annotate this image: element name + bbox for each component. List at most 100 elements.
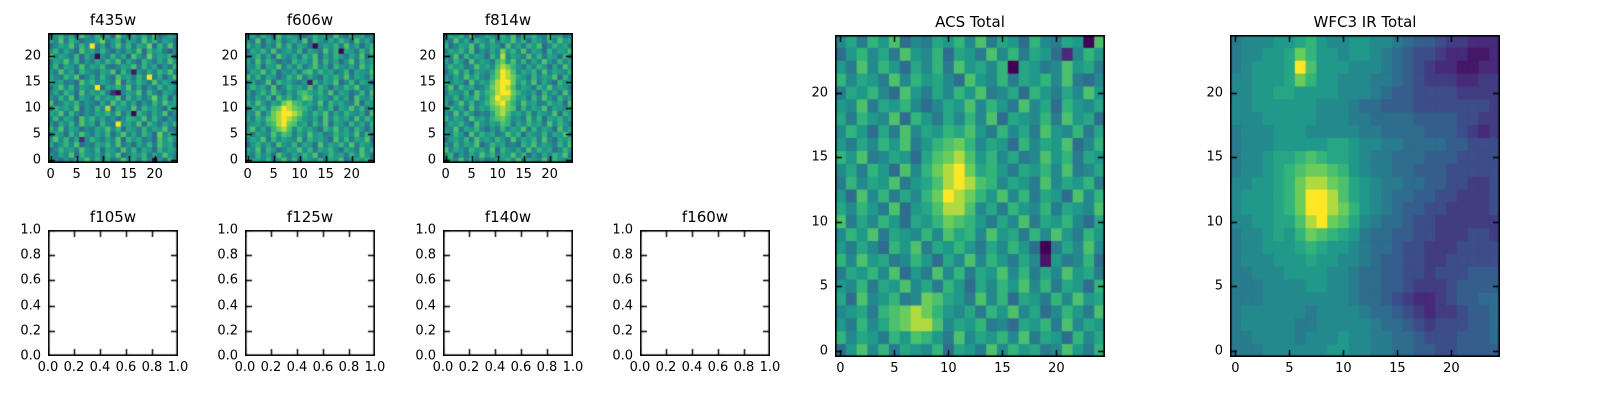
tick-label: 0 — [441, 167, 450, 182]
tick-label: 20 — [1206, 85, 1223, 101]
tick-label: 0 — [1214, 343, 1223, 359]
tick-label: 20 — [1443, 361, 1460, 376]
tick-label: 0.8 — [733, 360, 755, 375]
panel-title-f105w: f105w — [89, 207, 137, 226]
tick-label: 1.0 — [364, 360, 386, 375]
panel-title-f606w: f606w — [286, 10, 334, 29]
tick-label: 5 — [819, 278, 828, 294]
tick-label: 0.0 — [612, 348, 633, 364]
heatmap-acs-total — [835, 35, 1105, 357]
tick-label: 0.0 — [234, 360, 256, 375]
tick-label: 5 — [1285, 361, 1294, 376]
tick-label: 15 — [1389, 361, 1406, 376]
tick-label: 0.2 — [20, 323, 41, 339]
tick-label: 15 — [994, 361, 1011, 376]
tick-label: 5 — [32, 126, 41, 142]
tick-label: 0.0 — [20, 348, 41, 364]
tick-label: 0.4 — [217, 298, 238, 314]
tick-label: 5 — [269, 167, 278, 182]
tick-label: 0.4 — [20, 298, 41, 314]
tick-label: 0.8 — [536, 360, 558, 375]
tick-label: 0.2 — [260, 360, 282, 375]
heatmap-f435w — [48, 33, 178, 163]
panel-f125w: f125w 0.0 0.2 0.4 0.6 0.8 1.0 0.0 0.2 0.4 0.6 0.8 1… — [217, 208, 385, 374]
tick-label: 0 — [243, 167, 252, 182]
tick-label: 5 — [890, 361, 899, 376]
tick-label: 0 — [229, 152, 238, 168]
tick-label: 10 — [811, 214, 828, 230]
panel-f814w: f814w 0 5 10 15 20 0 5 10 15 20 — [419, 11, 573, 181]
tick-label: 20 — [419, 48, 436, 64]
tick-label: 0.2 — [655, 360, 677, 375]
tick-label: 1.0 — [759, 360, 781, 375]
empty-axes-f160w — [640, 230, 770, 356]
tick-label: 0.6 — [612, 272, 633, 288]
tick-label: 20 — [146, 167, 163, 182]
empty-axes-f105w — [48, 230, 178, 356]
tick-label: 15 — [221, 74, 238, 90]
tick-label: 5 — [229, 126, 238, 142]
tick-label: 0.0 — [217, 348, 238, 364]
tick-label: 0.0 — [37, 360, 59, 375]
tick-label: 15 — [120, 167, 137, 182]
tick-label: 10 — [940, 361, 957, 376]
tick-label: 0.6 — [510, 360, 532, 375]
tick-label: 10 — [221, 100, 238, 116]
tick-label: 0.0 — [432, 360, 454, 375]
tick-label: 1.0 — [20, 222, 41, 238]
tick-label: 0.0 — [629, 360, 651, 375]
tick-label: 0.6 — [20, 272, 41, 288]
empty-axes-f125w — [245, 230, 375, 356]
panel-wfc3-ir-total: WFC3 IR Total 0 5 10 15 20 0 5 10 15 20 — [1206, 13, 1500, 375]
tick-label: 0.6 — [312, 360, 334, 375]
tick-label: 0.8 — [612, 247, 633, 263]
tick-label: 15 — [515, 167, 532, 182]
panel-title-f435w: f435w — [89, 10, 137, 29]
tick-label: 1.0 — [415, 222, 436, 238]
tick-label: 10 — [419, 100, 436, 116]
panel-f606w: f606w 0 5 10 15 20 0 5 10 15 20 — [221, 11, 375, 181]
tick-label: 0.2 — [612, 323, 633, 339]
tick-label: 0.8 — [20, 247, 41, 263]
tick-label: 20 — [1048, 361, 1065, 376]
tick-label: 20 — [343, 167, 360, 182]
tick-label: 10 — [1206, 214, 1223, 230]
tick-label: 0.4 — [415, 298, 436, 314]
tick-label: 5 — [427, 126, 436, 142]
tick-label: 20 — [221, 48, 238, 64]
tick-label: 10 — [489, 167, 506, 182]
tick-label: 1.0 — [217, 222, 238, 238]
tick-label: 0 — [46, 167, 55, 182]
tick-label: 10 — [24, 100, 41, 116]
heatmap-wfc3-ir-total — [1230, 35, 1500, 357]
tick-label: 0.4 — [286, 360, 308, 375]
tick-label: 5 — [1214, 278, 1223, 294]
tick-label: 0 — [1231, 361, 1240, 376]
tick-label: 0.4 — [484, 360, 506, 375]
tick-label: 0.6 — [707, 360, 729, 375]
panel-f140w: f140w 0.0 0.2 0.4 0.6 0.8 1.0 0.0 0.2 0.4 0.6 0.8 1… — [415, 208, 583, 374]
panel-f105w: f105w 0.0 0.2 0.4 0.6 0.8 1.0 0.0 0.2 0.4 0.6 0.8 1… — [20, 208, 188, 374]
panel-title-f814w: f814w — [484, 10, 532, 29]
tick-label: 0.0 — [415, 348, 436, 364]
tick-label: 15 — [317, 167, 334, 182]
panel-title-f160w: f160w — [681, 207, 729, 226]
tick-label: 20 — [24, 48, 41, 64]
tick-label: 1.0 — [612, 222, 633, 238]
panel-acs-total: ACS Total 0 5 10 15 20 0 5 10 15 20 — [811, 13, 1105, 375]
tick-label: 0.2 — [63, 360, 85, 375]
tick-label: 0.4 — [89, 360, 111, 375]
tick-label: 15 — [24, 74, 41, 90]
heatmap-f606w — [245, 33, 375, 163]
panel-title-f125w: f125w — [286, 207, 334, 226]
empty-axes-f140w — [443, 230, 573, 356]
tick-label: 0.8 — [415, 247, 436, 263]
tick-label: 0.6 — [217, 272, 238, 288]
tick-label: 0 — [819, 343, 828, 359]
panel-title-f140w: f140w — [484, 207, 532, 226]
tick-label: 0.4 — [681, 360, 703, 375]
panel-f160w: f160w 0.0 0.2 0.4 0.6 0.8 1.0 0.0 0.2 0.4 0.6 0.8 1… — [612, 208, 780, 374]
panel-title-acs-total: ACS Total — [935, 12, 1005, 31]
tick-label: 0.2 — [217, 323, 238, 339]
